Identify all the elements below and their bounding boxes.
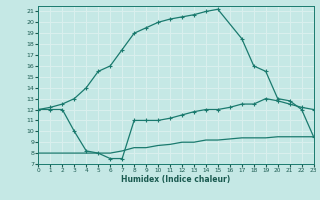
- X-axis label: Humidex (Indice chaleur): Humidex (Indice chaleur): [121, 175, 231, 184]
